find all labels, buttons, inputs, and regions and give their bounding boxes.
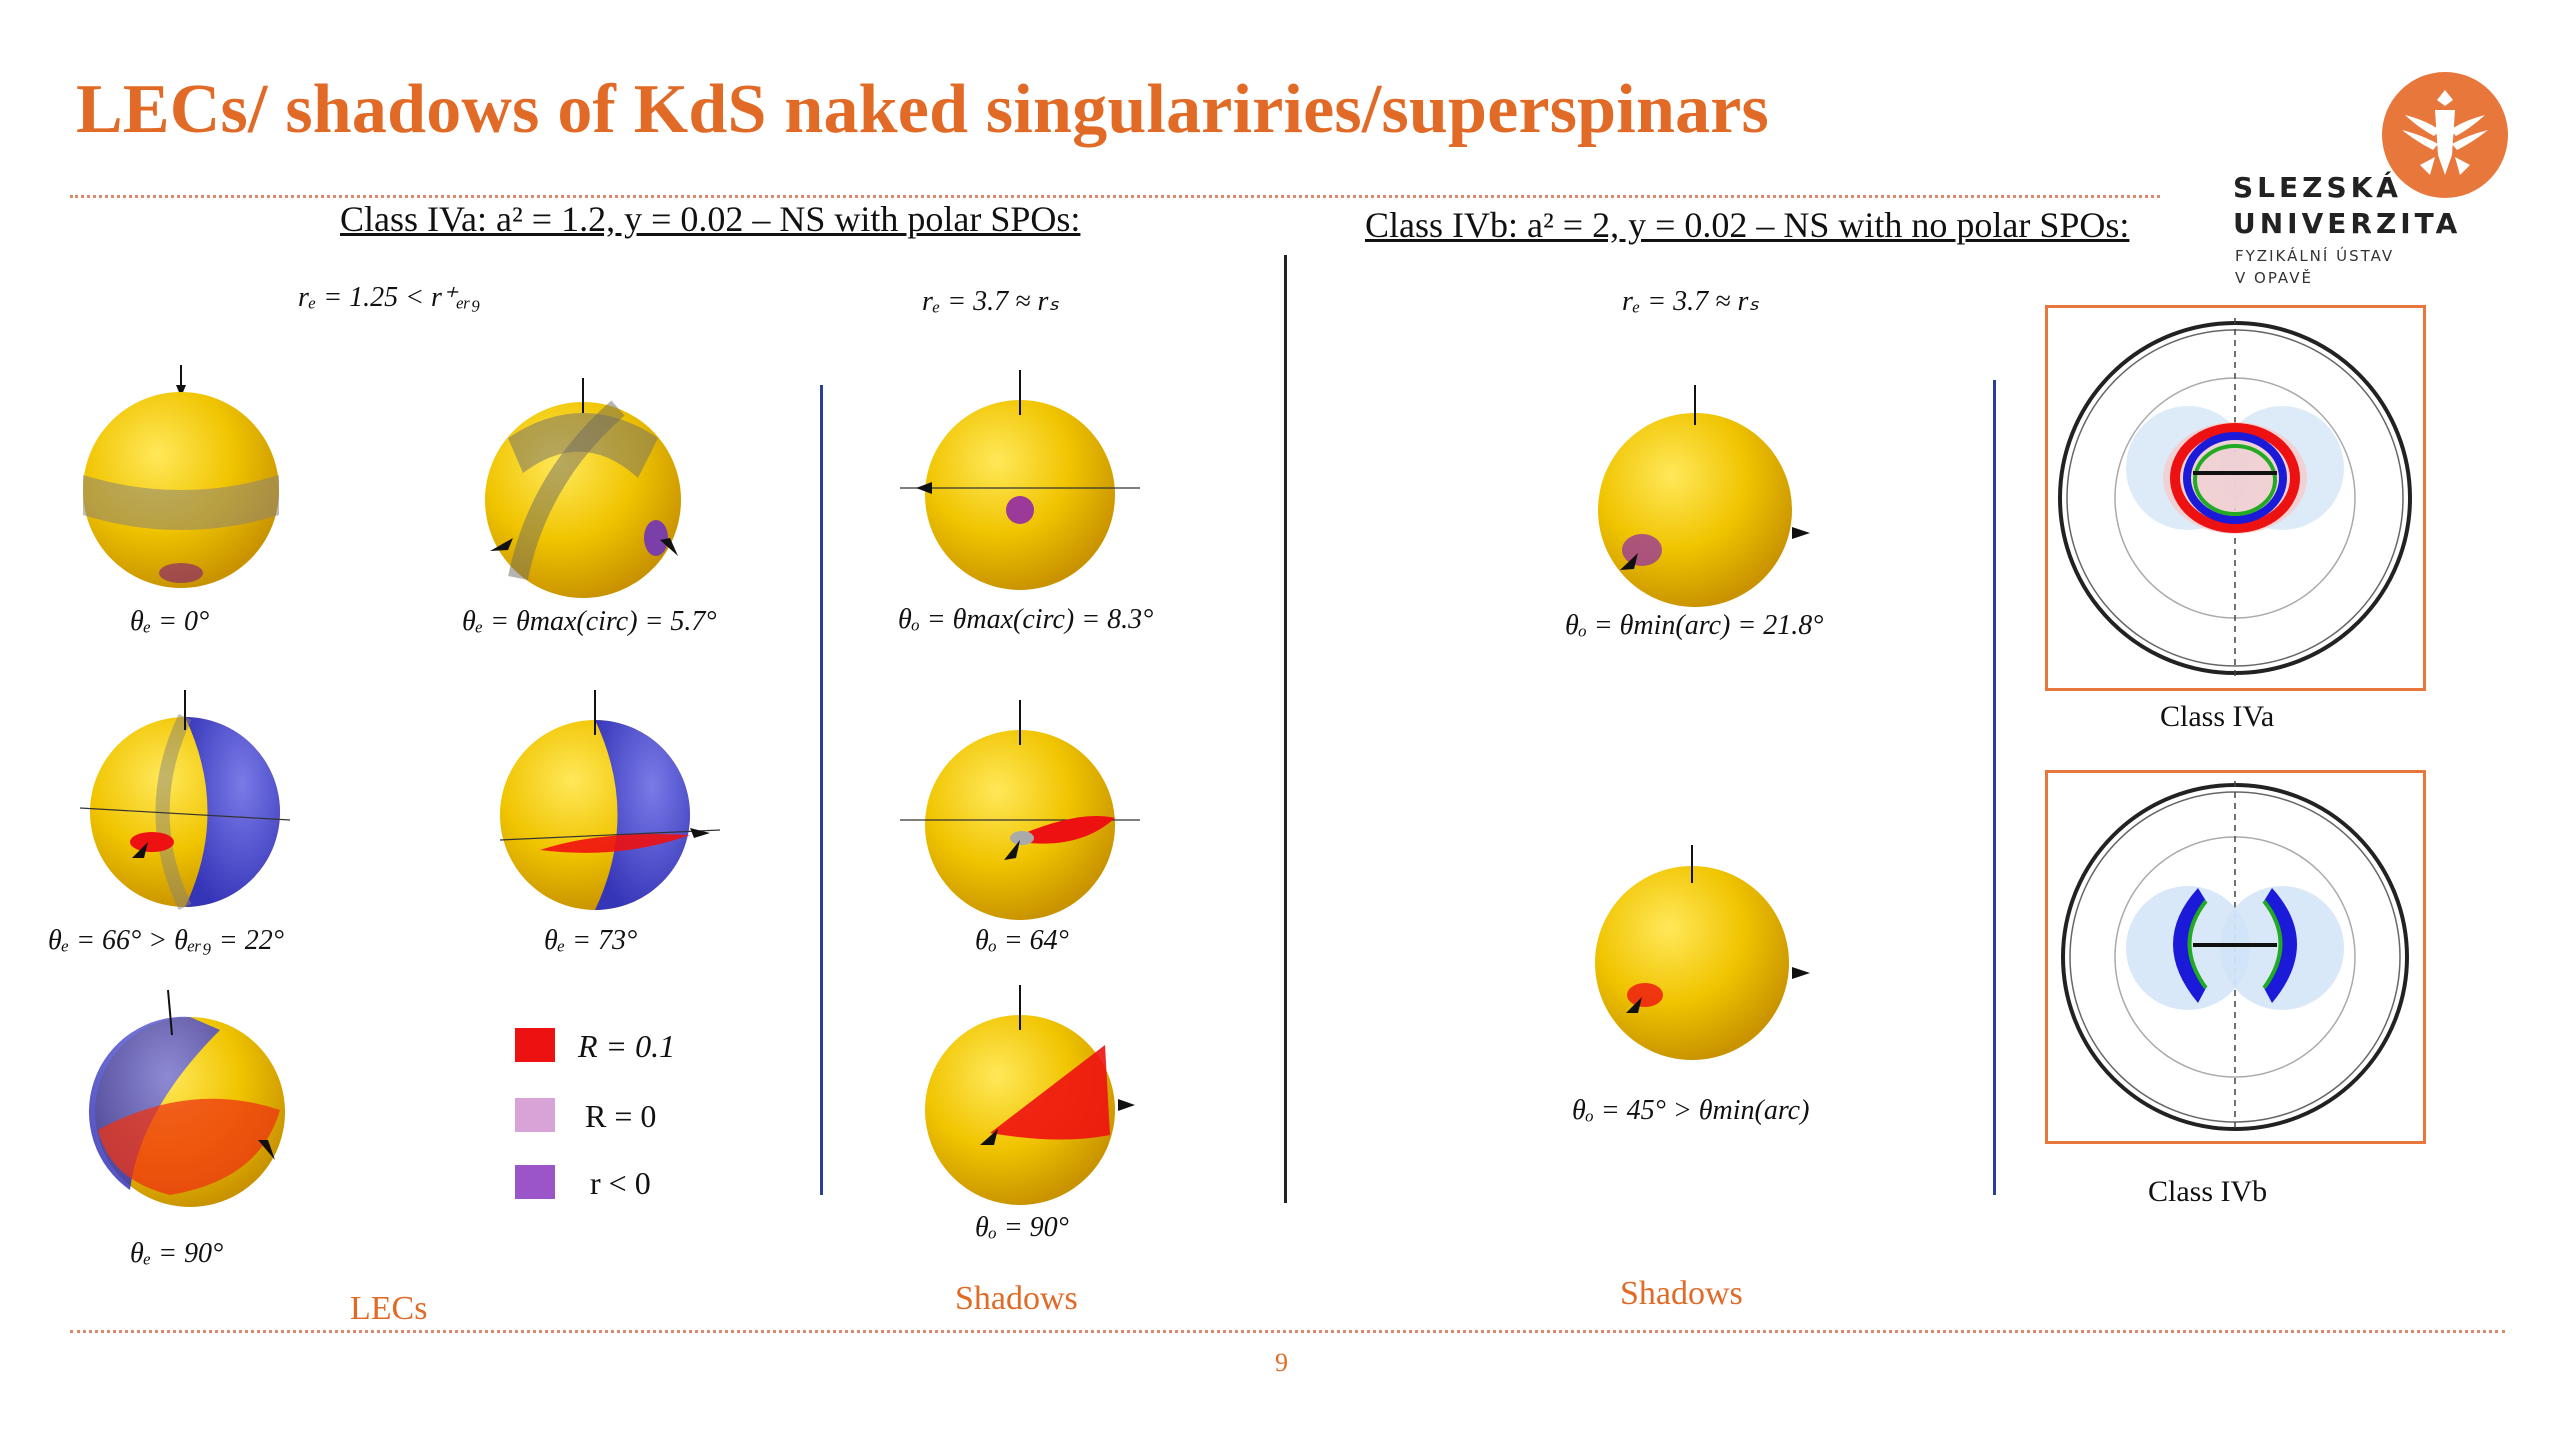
page-number: 9 [1275, 1348, 1288, 1377]
legend-label-rneg: r < 0 [590, 1165, 651, 1201]
shadow-a-sphere-1 [900, 370, 1140, 590]
university-logo-icon [2382, 72, 2508, 198]
section-label-shadows-b: Shadows [1620, 1275, 1743, 1312]
divider-center [1284, 255, 1287, 1203]
legend-swatch-r0 [515, 1098, 555, 1132]
lec-sphere-5 [88, 990, 285, 1207]
lec-sphere-2 [485, 378, 681, 598]
diagram-caption-ivb: Class IVb [2148, 1175, 2268, 1208]
title-divider [70, 195, 2160, 198]
shadow-a-caption-3: θₒ = 90° [975, 1212, 1069, 1243]
shadow-a-sphere-2 [900, 700, 1140, 920]
lec-caption-1: θₑ = 0° [130, 606, 210, 637]
divider-blue-left [820, 385, 823, 1195]
class-iva-heading: Class IVa: a² = 1.2, y = 0.02 – NS with … [340, 199, 1081, 239]
diagram-class-iva [2045, 305, 2426, 691]
slide-title: LECs/ shadows of KdS naked singulariries… [76, 71, 1769, 148]
diagram-caption-iva: Class IVa [2160, 700, 2275, 733]
lec-caption-2: θₑ = θmax(circ) = 5.7° [462, 606, 717, 637]
lec-caption-5: θₑ = 90° [130, 1238, 224, 1269]
section-label-shadows-a: Shadows [955, 1280, 1078, 1317]
shadow-diagram-iva [2058, 318, 2412, 678]
re-label-shadow-b: rₑ = 3.7 ≈ rₛ [1622, 286, 1759, 317]
legend-label-r0: R = 0 [585, 1098, 657, 1134]
footer-divider [70, 1330, 2505, 1333]
logo-wordmark: SLEZSKÁ UNIVERZITA [2233, 171, 2462, 240]
legend-label-r01: R = 0.1 [578, 1028, 676, 1064]
legend-swatch-rneg [515, 1165, 555, 1199]
shadow-a-caption-1: θₒ = θmax(circ) = 8.3° [898, 604, 1154, 635]
shadow-a-sphere-3 [925, 985, 1135, 1205]
re-label-lec: rₑ = 1.25 < r⁺ₑᵣ₉ [298, 282, 481, 313]
shadow-b-sphere-2 [1595, 845, 1810, 1060]
lec-caption-4: θₑ = 73° [544, 925, 638, 956]
divider-blue-right [1993, 380, 1996, 1195]
re-label-shadow-a: rₑ = 3.7 ≈ rₛ [922, 286, 1059, 317]
lec-sphere-3 [79, 690, 291, 910]
shadow-b-caption-2: θₒ = 45° > θmin(arc) [1572, 1095, 1810, 1126]
legend-swatch-r01 [515, 1028, 555, 1062]
class-ivb-heading: Class IVb: a² = 2, y = 0.02 – NS with no… [1365, 205, 2130, 245]
lec-sphere-4 [499, 690, 721, 910]
shadow-a-caption-2: θₒ = 64° [975, 925, 1069, 956]
diagram-class-ivb [2045, 770, 2426, 1144]
shadow-b-caption-1: θₒ = θmin(arc) = 21.8° [1565, 610, 1824, 641]
shadow-diagram-ivb [2061, 781, 2409, 1133]
lec-sphere-1 [83, 365, 279, 588]
section-label-lecs: LECs [350, 1290, 428, 1327]
logo-subtitle: FYZIKÁLNÍ ÚSTAV V OPAVĚ [2235, 247, 2395, 287]
lec-caption-3: θₑ = 66° > θₑᵣ₉ = 22° [48, 925, 284, 956]
shadow-b-sphere-1 [1598, 385, 1810, 607]
